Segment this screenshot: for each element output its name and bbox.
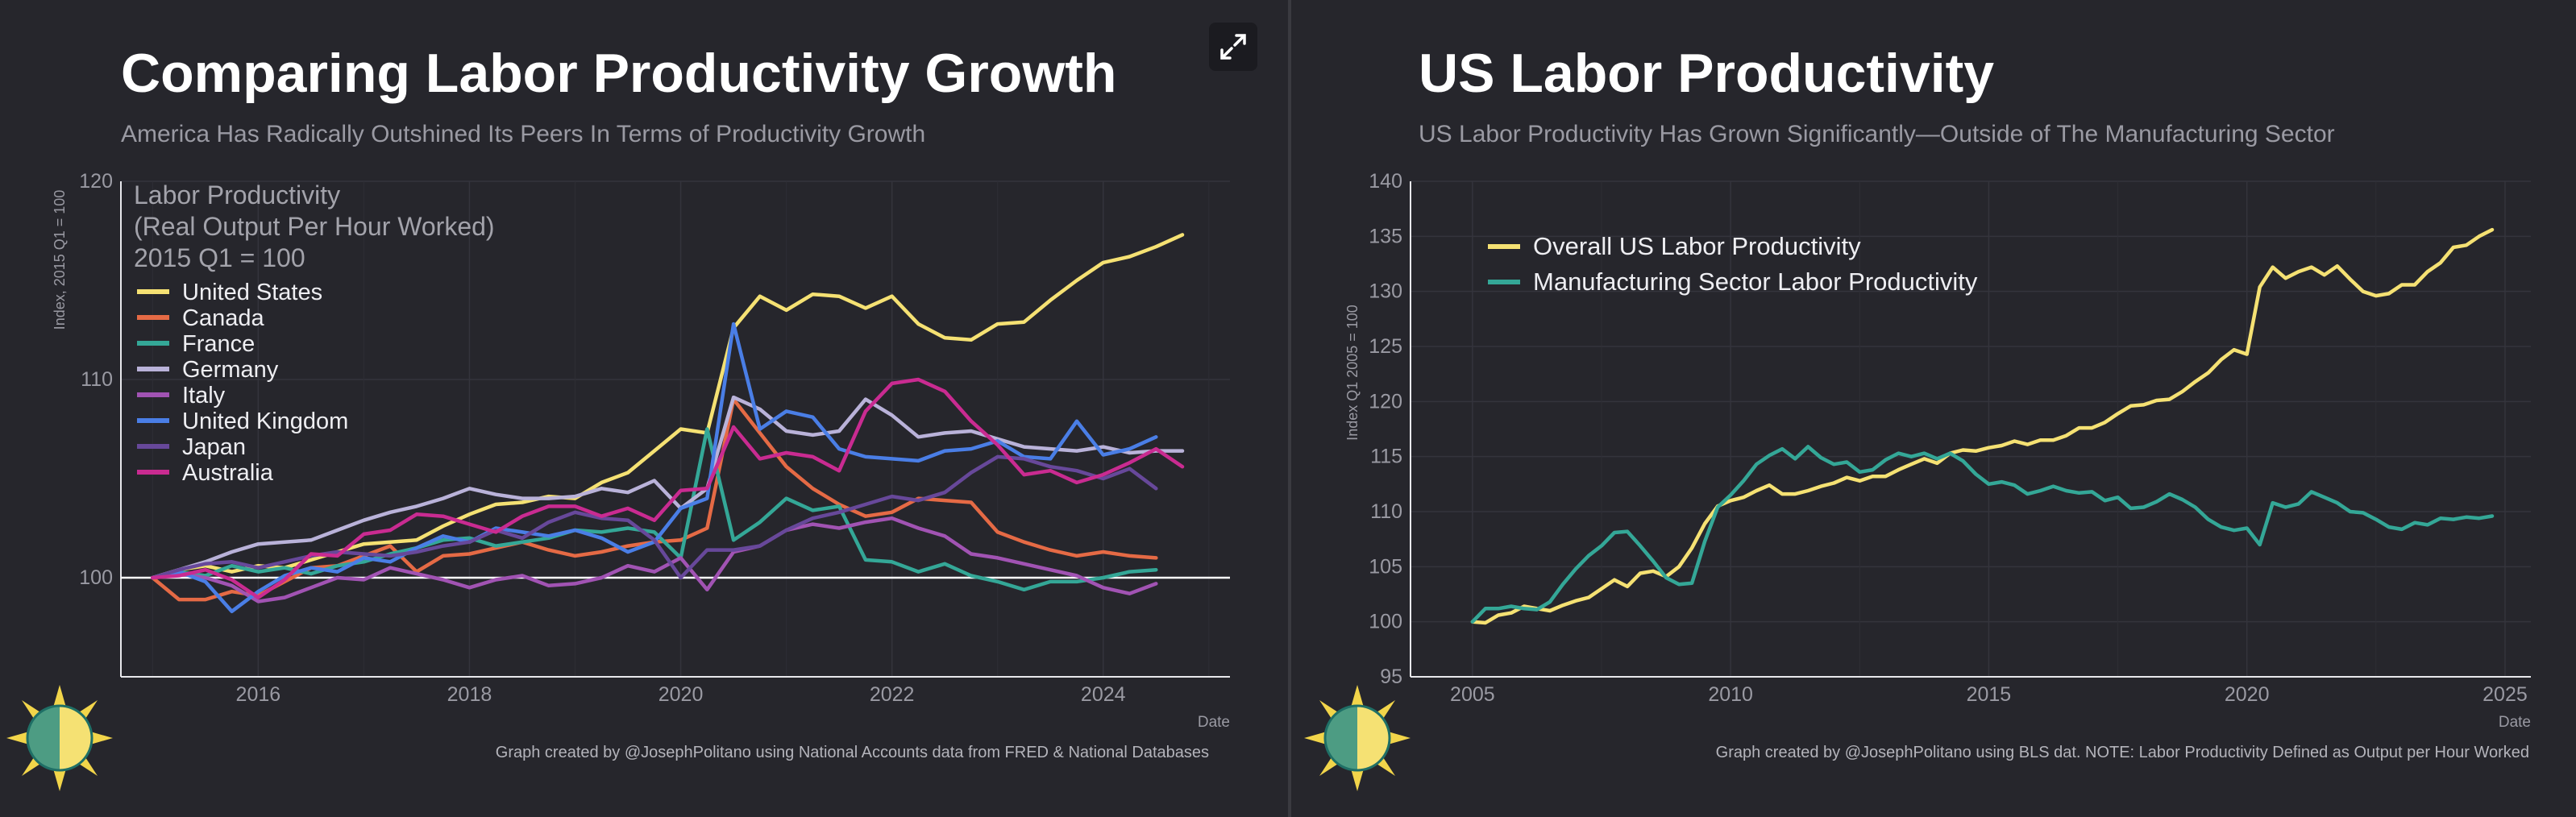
x-tick-label: 2018 [447,683,492,706]
y-tick-label: 110 [81,368,113,391]
legend-title-line: Labor Productivity [134,180,340,209]
legend-title-line: (Real Output Per Hour Worked) [134,212,495,241]
chart-source-caption: Graph created by @JosephPolitano using B… [1715,744,2529,761]
x-tick-label: 2020 [2225,683,2270,706]
x-tick-label: 2022 [870,683,915,706]
series-line-australia [151,377,1185,599]
legend-label-manufacturing-sector-labor-productivity: Manufacturing Sector Labor Productivity [1533,267,1978,296]
chart-source-caption: Graph created by @JosephPolitano using N… [495,744,1209,761]
legend-label-france: France [182,331,255,357]
sun-logo-icon [6,685,113,791]
x-tick-label: 2024 [1081,683,1126,706]
y-tick-label: 100 [1369,611,1402,633]
y-tick-label: 135 [1369,225,1402,247]
chart-subtitle: US Labor Productivity Has Grown Signific… [1419,121,2335,147]
sun-logo-icon [1304,685,1411,791]
panel-divider [1288,0,1291,817]
chart-title: US Labor Productivity [1419,43,1995,104]
x-tick-label: 2005 [1450,683,1495,706]
legend-label-overall-us-labor-productivity: Overall US Labor Productivity [1533,232,1861,260]
productivity-comparison-chart: 100 110 120 2016 2018 2020 2022 2024 Index, 2015… [52,170,1230,731]
legend-label-canada: Canada [182,305,264,331]
y-tick-label: 95 [1380,666,1402,688]
series-line-united-kingdom [151,321,1158,614]
y-tick-label: 105 [1369,555,1402,578]
series-line-manufacturing-sector-labor-productivity [1470,445,2495,624]
legend-label-italy: Italy [182,383,226,408]
legend-label-united-states: United States [182,280,322,305]
chart-title: Comparing Labor Productivity Growth [121,43,1117,104]
legend-label-germany: Germany [182,357,279,383]
y-tick-label: 130 [1369,280,1402,303]
series-line-france [151,427,1158,592]
us-productivity-chart: 95 100 105 110 115 120 125 130 135 140 2005 2010 201… [1344,170,2531,731]
x-tick-label: 2020 [659,683,704,706]
x-axis-label: Date [1198,714,1230,731]
y-tick-label: 120 [79,170,113,193]
series-line-italy [151,516,1158,603]
expand-icon [1220,34,1246,60]
x-axis-label: Date [2499,714,2531,731]
y-tick-label: 110 [1370,500,1402,523]
legend-label-japan: Japan [182,434,246,460]
y-tick-label: 140 [1369,170,1402,193]
legend-label-australia: Australia [182,460,274,486]
left-chart-panel: Comparing Labor Productivity Growth Amer… [6,23,1257,791]
x-tick-label: 2010 [1708,683,1753,706]
series-line-germany [151,395,1185,580]
x-tick-label: 2015 [1967,683,2012,706]
y-tick-label: 125 [1369,335,1402,358]
x-tick-label: 2025 [2483,683,2528,706]
y-axis-label: Index, 2015 Q1 = 100 [52,190,68,330]
right-chart-panel: US Labor Productivity US Labor Productiv… [1291,0,2576,817]
chart-subtitle: America Has Radically Outshined Its Peer… [121,121,926,147]
y-axis-label: Index Q1 2005 = 100 [1344,305,1361,441]
series-line-overall-us-labor-productivity [1470,227,2495,625]
y-tick-label: 120 [1369,390,1402,413]
expand-button[interactable] [1209,23,1257,71]
x-tick-label: 2016 [236,683,281,706]
y-tick-label: 100 [79,566,113,589]
y-tick-label: 115 [1370,446,1402,468]
legend-label-united-kingdom: United Kingdom [182,408,348,434]
legend-title-line: 2015 Q1 = 100 [134,243,305,272]
